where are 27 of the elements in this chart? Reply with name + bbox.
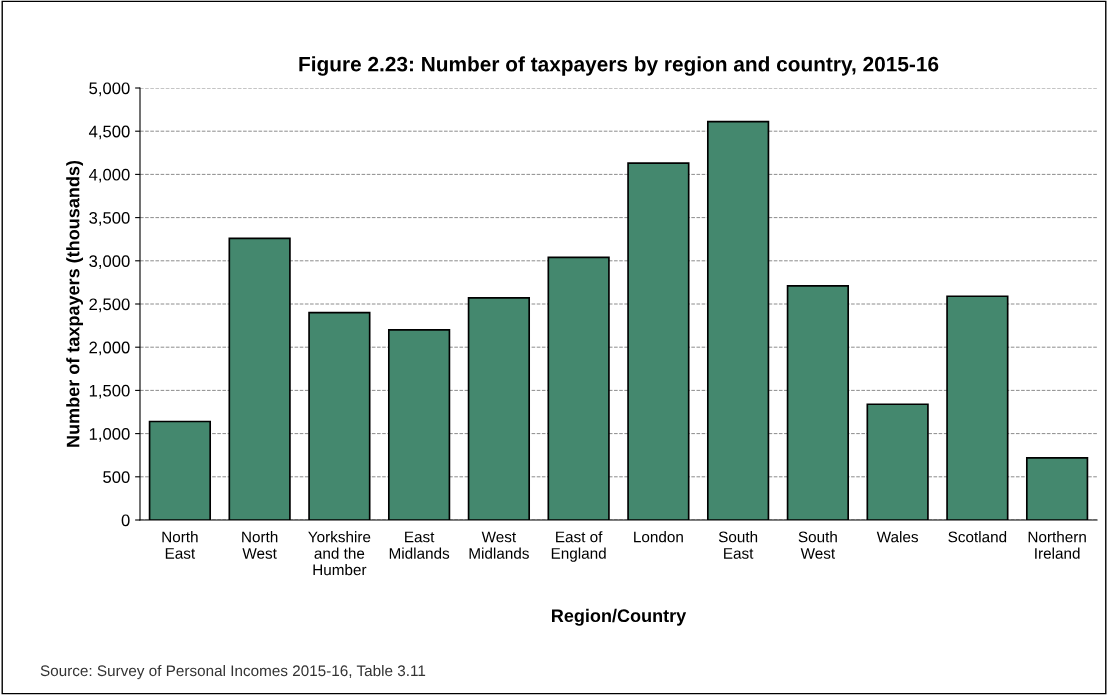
x-tick-label: North East — [162, 531, 198, 559]
x-tick-label: East of England — [551, 531, 606, 562]
chart-title: Figure 2.23: Number of taxpayers by region and country, 2015-16 — [299, 56, 939, 76]
x-tick-label: Yorkshire and the Humber — [308, 531, 371, 576]
x-tick-label: South West — [798, 531, 837, 559]
y-tick-label: 3,000 — [89, 255, 130, 269]
x-tick-label: Scotland — [948, 531, 1007, 543]
x-tick-label: West Midlands — [469, 531, 529, 559]
y-axis-title: Number of taxpayers (thousands) — [66, 160, 84, 447]
x-tick-label: South East — [718, 531, 758, 559]
source-note: Source: Survey of Personal Incomes 2015-16, Table 3.11 — [40, 664, 426, 680]
y-tick-label: 2,000 — [89, 341, 130, 356]
x-tick-label: East Midlands — [389, 531, 450, 559]
x-axis-title: Region/Country — [552, 608, 687, 626]
x-tick-label: Northern Ireland — [1028, 531, 1086, 559]
y-tick-label: 4,000 — [88, 168, 130, 183]
y-tick-label: 4,500 — [88, 125, 130, 140]
x-tick-label: Wales — [876, 531, 919, 543]
y-tick-label: 500 — [103, 471, 130, 483]
y-tick-label: 2,500 — [89, 298, 130, 313]
x-tick-label: North West — [242, 531, 278, 559]
x-tick-label: London — [634, 531, 683, 543]
y-tick-label: 5,000 — [89, 82, 130, 97]
y-tick-label: 3,500 — [89, 212, 130, 226]
y-tick-label: 0 — [121, 514, 130, 527]
y-tick-label: 1,500 — [89, 384, 130, 399]
y-tick-label: 1,000 — [89, 428, 130, 442]
